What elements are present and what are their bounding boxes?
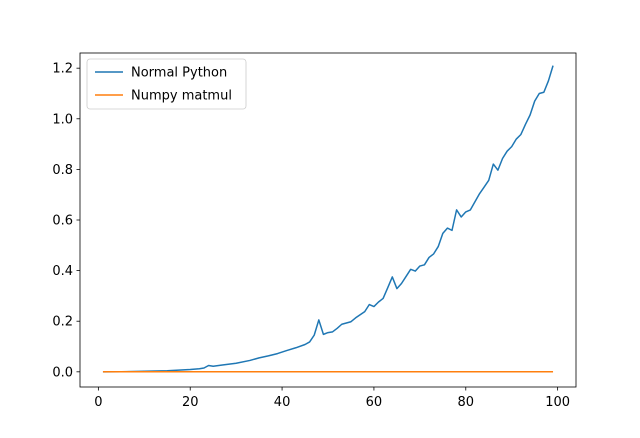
x-tick-label: 60	[366, 395, 383, 410]
series-line-0	[102, 65, 554, 373]
x-tick-label: 40	[274, 395, 291, 410]
legend: Normal Python Numpy matmul	[86, 58, 247, 110]
y-tick-label: 0.2	[52, 315, 73, 330]
plot-lines	[102, 65, 554, 373]
y-tick-label: 0.6	[52, 214, 73, 229]
legend-label-0: Normal Python	[131, 66, 227, 81]
y-tick-label: 0.4	[52, 264, 73, 279]
y-tick-label: 1.0	[52, 112, 73, 127]
legend-box	[86, 58, 247, 110]
y-tick-label: 0.8	[52, 163, 73, 178]
x-axis: 0 20 40 60 80 100	[94, 387, 570, 410]
y-tick-label: 0.0	[52, 365, 73, 380]
x-tick-label: 0	[94, 395, 102, 410]
y-tick-label: 1.2	[52, 62, 73, 77]
x-tick-label: 100	[545, 395, 570, 410]
x-tick-label: 20	[182, 395, 199, 410]
y-axis: 0.0 0.2 0.4 0.6 0.8 1.0 1.2	[52, 62, 80, 380]
legend-label-1: Numpy matmul	[131, 89, 232, 104]
x-tick-label: 80	[458, 395, 475, 410]
